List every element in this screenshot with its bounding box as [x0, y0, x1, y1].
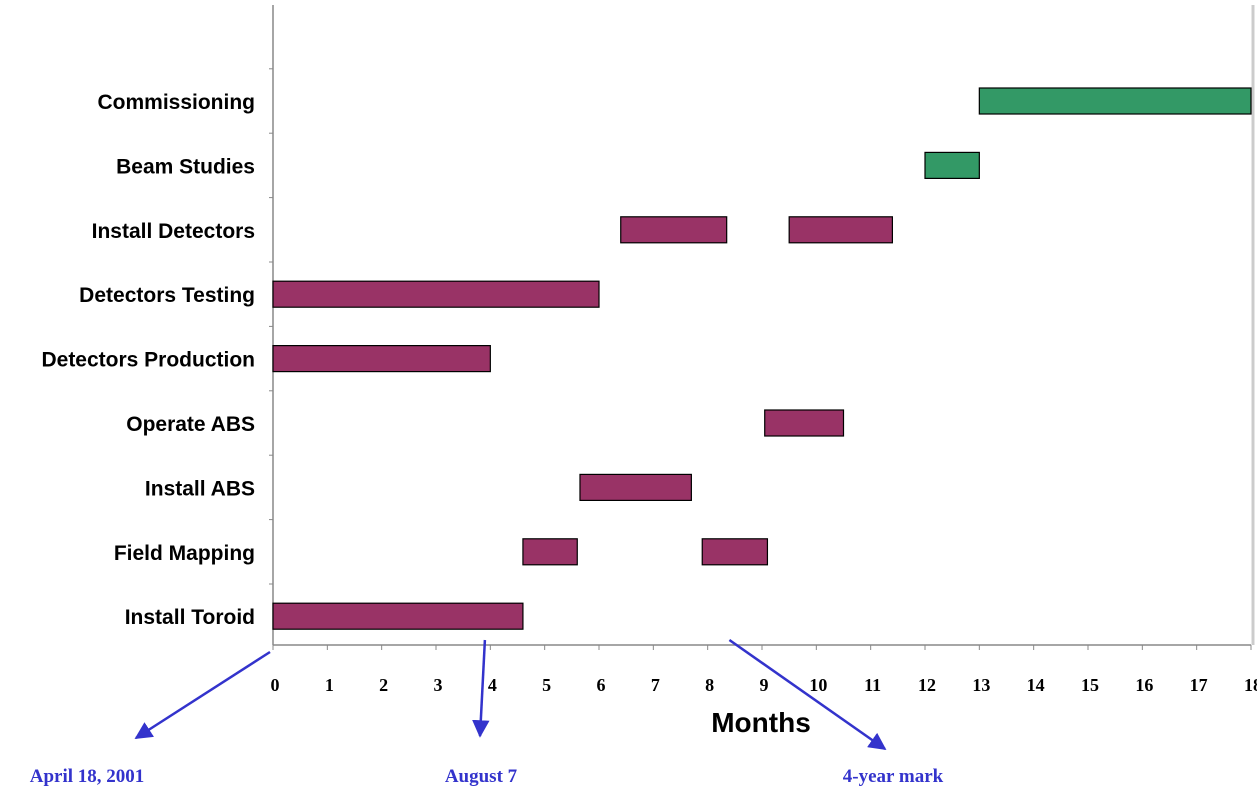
x-tick-label: 13 [972, 675, 990, 695]
category-label: Field Mapping [114, 542, 255, 565]
x-tick-label: 15 [1081, 675, 1099, 695]
annotation-arrow [728, 638, 887, 751]
task-bar [764, 409, 845, 437]
task-bar [579, 473, 692, 501]
task-bar [272, 280, 600, 308]
x-tick-label: 17 [1190, 675, 1208, 695]
category-label: Commissioning [97, 91, 255, 114]
bars [272, 87, 1252, 630]
task-bar [701, 538, 769, 566]
axes [269, 5, 1255, 650]
x-tick-label: 14 [1027, 675, 1045, 695]
x-tick-label: 5 [542, 675, 551, 695]
x-tick-label: 10 [809, 675, 827, 695]
task-bar [272, 602, 524, 630]
annotation-label: April 18, 2001 [30, 766, 145, 787]
x-tick-label: 9 [760, 675, 769, 695]
annotation-arrow [472, 639, 490, 738]
x-tick-label: 2 [379, 675, 388, 695]
x-tick-label: 3 [434, 675, 443, 695]
annotation-label: 4-year mark [843, 766, 944, 787]
task-bar [522, 538, 578, 566]
x-tick-label: 18 [1244, 675, 1257, 695]
task-bar [788, 216, 894, 244]
x-tick-labels: 0123456789101112131415161718 [271, 675, 1257, 695]
x-tick-label: 1 [325, 675, 334, 695]
category-label: Beam Studies [116, 155, 255, 178]
category-label: Detectors Production [41, 349, 255, 372]
x-tick-label: 0 [271, 675, 280, 695]
category-label: Detectors Testing [79, 284, 255, 307]
x-tick-label: 11 [864, 675, 881, 695]
category-labels: Commissioning Beam Studies Install Detecto… [41, 91, 255, 629]
category-label: Install ABS [145, 477, 255, 500]
x-tick-label: 7 [651, 675, 660, 695]
annotations: April 18, 2001 August 7 4-year mark [30, 638, 944, 787]
x-tick-label: 6 [597, 675, 606, 695]
category-label: Install Detectors [92, 220, 255, 243]
x-tick-label: 4 [488, 675, 497, 695]
category-label: Operate ABS [126, 413, 255, 436]
category-label: Install Toroid [125, 606, 255, 629]
task-bar [272, 345, 491, 373]
annotation-label: August 7 [445, 766, 518, 787]
task-bar [924, 151, 980, 179]
x-tick-label: 8 [705, 675, 714, 695]
x-tick-label: 12 [918, 675, 936, 695]
annotation-arrow [134, 650, 271, 740]
x-tick-label: 16 [1135, 675, 1153, 695]
x-axis-title: Months [711, 707, 811, 738]
task-bar [978, 87, 1252, 115]
task-bar [620, 216, 728, 244]
